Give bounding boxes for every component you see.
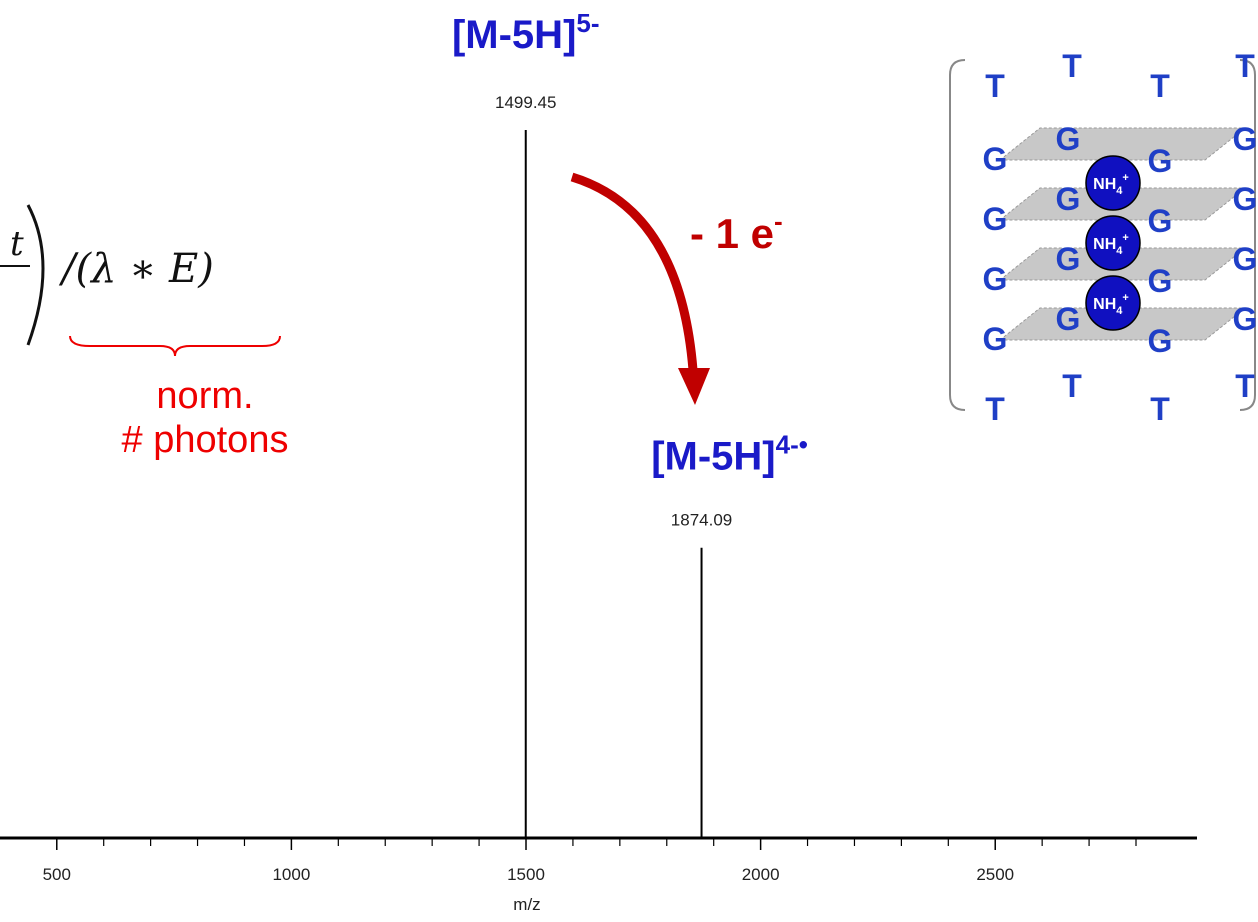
base-g: G <box>1233 181 1258 217</box>
base-t: T <box>985 68 1005 104</box>
ion-charge: 4-• <box>776 430 808 460</box>
paren <box>26 204 45 346</box>
ion-charge: 5- <box>576 8 599 38</box>
base-g: G <box>1056 241 1081 277</box>
formula-note: # photons <box>122 419 289 461</box>
base-g: G <box>1148 323 1173 359</box>
ion-sphere <box>1085 155 1141 211</box>
base-t: T <box>985 391 1005 427</box>
arrow <box>570 172 698 371</box>
x-tick-label: 2500 <box>976 865 1014 884</box>
ion-label: [M-5H]5- <box>452 8 600 57</box>
ion-name: [M-5H] <box>452 13 576 57</box>
base-t: T <box>1235 368 1255 404</box>
base-t: T <box>1235 48 1255 84</box>
base-g: G <box>983 261 1008 297</box>
ion-sub: 4 <box>1116 305 1123 317</box>
ion-name: [M-5H] <box>651 435 775 479</box>
arrow-head <box>678 368 710 405</box>
ion-base: NH <box>1093 296 1116 313</box>
formula-note: norm. <box>156 375 253 417</box>
base-g: G <box>983 201 1008 237</box>
ion-sup: + <box>1122 232 1128 244</box>
base-t: T <box>1062 368 1082 404</box>
x-tick-label: 2000 <box>742 865 780 884</box>
electron-loss: - 1 e- <box>690 206 783 257</box>
peak-label: 1874.09 <box>671 511 732 530</box>
x-tick-label: 1000 <box>272 865 310 884</box>
ion-sub: 4 <box>1116 185 1123 197</box>
electron-text: - 1 e <box>690 210 774 257</box>
ion-sphere <box>1085 215 1141 271</box>
ion-sub: 4 <box>1116 245 1123 257</box>
x-tick-label: 1500 <box>507 865 545 884</box>
plane <box>998 127 1247 161</box>
ion-text: NH4+ <box>1093 172 1129 197</box>
base-g: G <box>1148 263 1173 299</box>
planes <box>998 127 1247 341</box>
bracket <box>1239 59 1256 411</box>
base-g: G <box>1233 301 1258 337</box>
brace <box>69 335 281 357</box>
base-g: G <box>1056 121 1081 157</box>
base-g: G <box>1148 143 1173 179</box>
base-t: T <box>1150 68 1170 104</box>
x-tick-label: 500 <box>43 865 71 884</box>
base-g: G <box>1233 241 1258 277</box>
bracket <box>949 59 966 411</box>
base-g: G <box>1056 181 1081 217</box>
ion-sup: + <box>1122 172 1128 184</box>
base-t: T <box>1062 48 1082 84</box>
peak-label: 1499.45 <box>495 93 556 112</box>
base-g: G <box>1233 121 1258 157</box>
ion-base: NH <box>1093 176 1116 193</box>
base-g: G <box>983 141 1008 177</box>
base-g: G <box>1148 203 1173 239</box>
base-g: G <box>983 321 1008 357</box>
ion-sphere <box>1085 275 1141 331</box>
ion-text: NH4+ <box>1093 292 1129 317</box>
formula-numerator: t <box>10 224 24 264</box>
x-axis-label: m/z <box>513 895 540 914</box>
formula-term: /(λ ∗ E) <box>58 246 214 292</box>
base-g: G <box>1056 301 1081 337</box>
ion-sup: + <box>1122 292 1128 304</box>
base-t: T <box>1150 391 1170 427</box>
ion-base: NH <box>1093 236 1116 253</box>
electron-sup: - <box>774 206 783 236</box>
ion-label: [M-5H]4-• <box>651 430 808 479</box>
ion-text: NH4+ <box>1093 232 1129 257</box>
